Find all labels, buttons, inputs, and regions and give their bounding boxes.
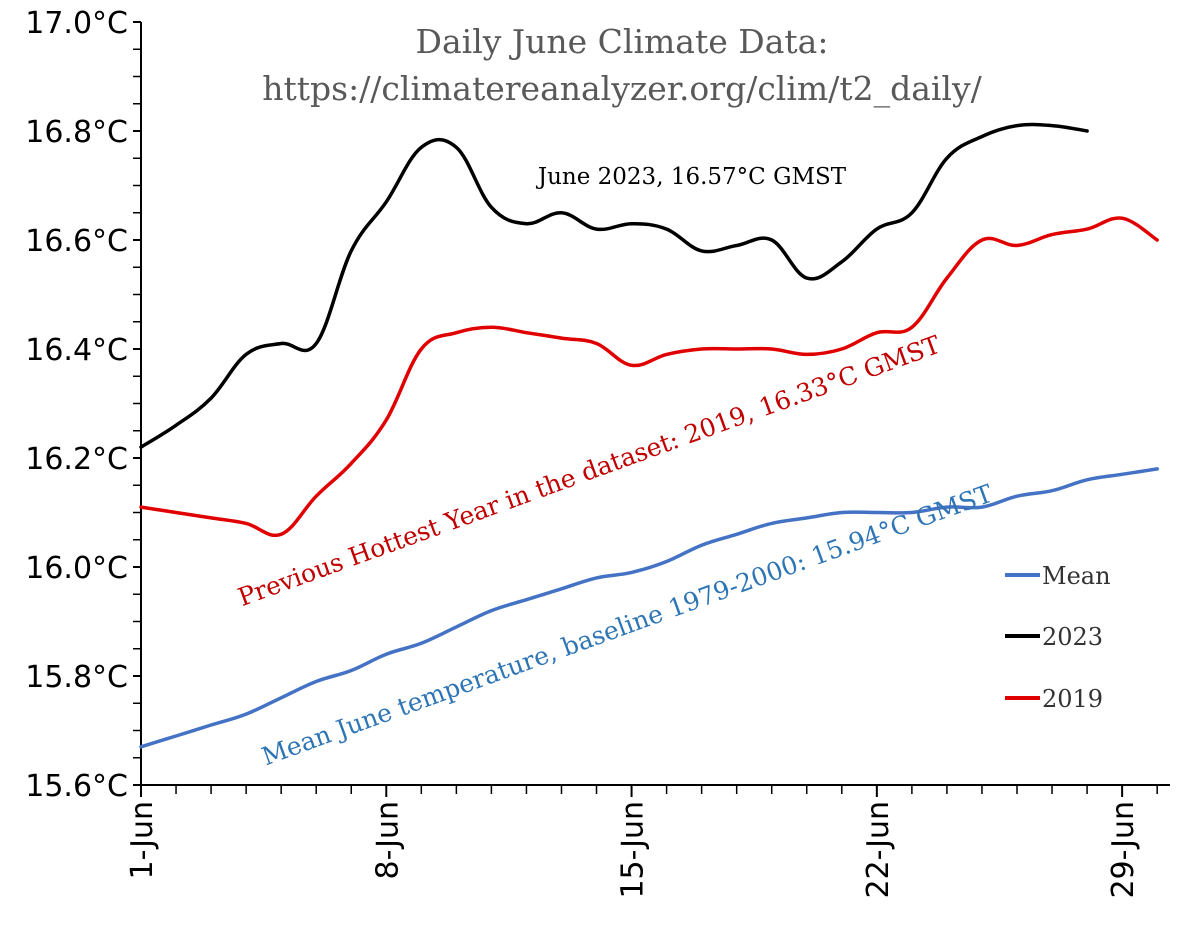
y-tick-label: 17.0°C xyxy=(25,6,128,41)
legend-item-2023: 2023 xyxy=(1005,623,1103,651)
y-tick-label: 16.0°C xyxy=(25,551,128,586)
chart-subtitle: https://climatereanalyzer.org/clim/t2_da… xyxy=(262,69,982,109)
x-tick-label: 8-Jun xyxy=(370,801,405,879)
x-tick-label: 1-Jun xyxy=(125,801,160,879)
legend-label-2019: 2019 xyxy=(1042,685,1103,713)
annotation-mean: Mean June temperature, baseline 1979-200… xyxy=(258,479,997,772)
legend-item-mean: Mean xyxy=(1005,562,1111,590)
series-group xyxy=(139,122,1159,749)
legend-item-2019: 2019 xyxy=(1005,685,1103,713)
series-line-2023 xyxy=(139,122,1089,449)
y-axis-ticks: 15.6°C 15.8°C 16.0°C 16.2°C 16.4°C 16.6°C 16.8… xyxy=(25,6,141,804)
x-axis-ticks: 1-Jun 8-Jun 15-Jun 22-Jun 29-Jun xyxy=(125,785,1158,899)
chart-title: Daily June Climate Data: xyxy=(416,22,829,61)
annotation-2023: June 2023, 16.57°C GMST xyxy=(536,164,847,190)
annotation-2019: Previous Hottest Year in the dataset: 20… xyxy=(234,330,944,612)
series-line-mean xyxy=(139,467,1159,749)
y-tick-label: 16.6°C xyxy=(25,224,128,259)
legend-label-2023: 2023 xyxy=(1042,623,1103,651)
y-tick-label: 15.6°C xyxy=(25,769,128,804)
x-tick-label: 15-Jun xyxy=(616,801,651,899)
y-tick-label: 16.4°C xyxy=(25,333,128,368)
y-tick-label: 15.8°C xyxy=(25,660,128,695)
x-tick-label: 29-Jun xyxy=(1106,801,1141,899)
series-line-2019 xyxy=(139,216,1159,538)
legend-label-mean: Mean xyxy=(1042,562,1111,590)
y-tick-label: 16.8°C xyxy=(25,115,128,150)
y-tick-label: 16.2°C xyxy=(25,442,128,477)
x-tick-label: 22-Jun xyxy=(861,801,896,899)
legend: Mean 2023 2019 xyxy=(1005,562,1111,713)
